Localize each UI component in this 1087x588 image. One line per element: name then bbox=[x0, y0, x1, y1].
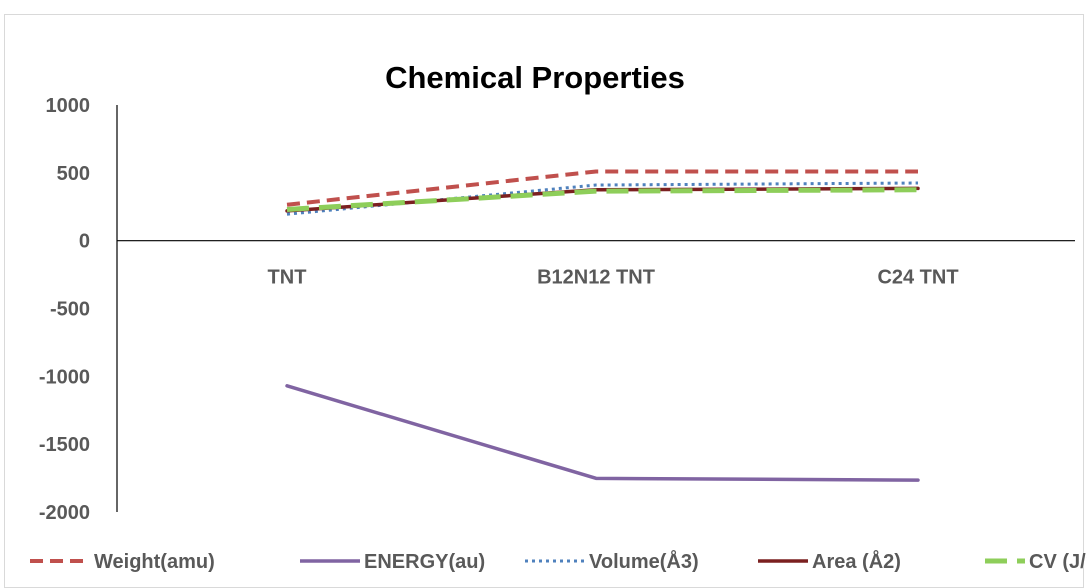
y-tick-label: -2000 bbox=[39, 502, 90, 524]
x-tick-label: B12N12 TNT bbox=[537, 267, 655, 289]
series-line-2 bbox=[286, 181, 919, 216]
x-tick-label: C24 TNT bbox=[877, 267, 958, 289]
y-tick-label: -1000 bbox=[39, 366, 90, 388]
legend-label-1: ENERGY(au) bbox=[364, 551, 485, 573]
series-line-0 bbox=[286, 169, 918, 207]
legend-label-3: Area (Å2) bbox=[812, 549, 901, 573]
legend-label-4: CV (J/mol) bbox=[1029, 551, 1087, 573]
legend-label-0: Weight(amu) bbox=[94, 551, 215, 573]
legend-label-2: Volume(Å3) bbox=[589, 549, 699, 573]
series-line-3 bbox=[285, 186, 920, 213]
series-line-4 bbox=[286, 187, 919, 212]
y-tick-label: 0 bbox=[79, 231, 90, 253]
chart-title: Chemical Properties bbox=[385, 60, 685, 95]
y-tick-label: -1500 bbox=[39, 434, 90, 456]
y-tick-label: 500 bbox=[57, 163, 90, 185]
y-tick-label: 1000 bbox=[46, 95, 91, 117]
y-tick-label: -500 bbox=[50, 299, 90, 321]
x-tick-label: TNT bbox=[268, 267, 307, 289]
series-line-1 bbox=[285, 384, 920, 482]
chart-frame bbox=[4, 14, 1084, 588]
